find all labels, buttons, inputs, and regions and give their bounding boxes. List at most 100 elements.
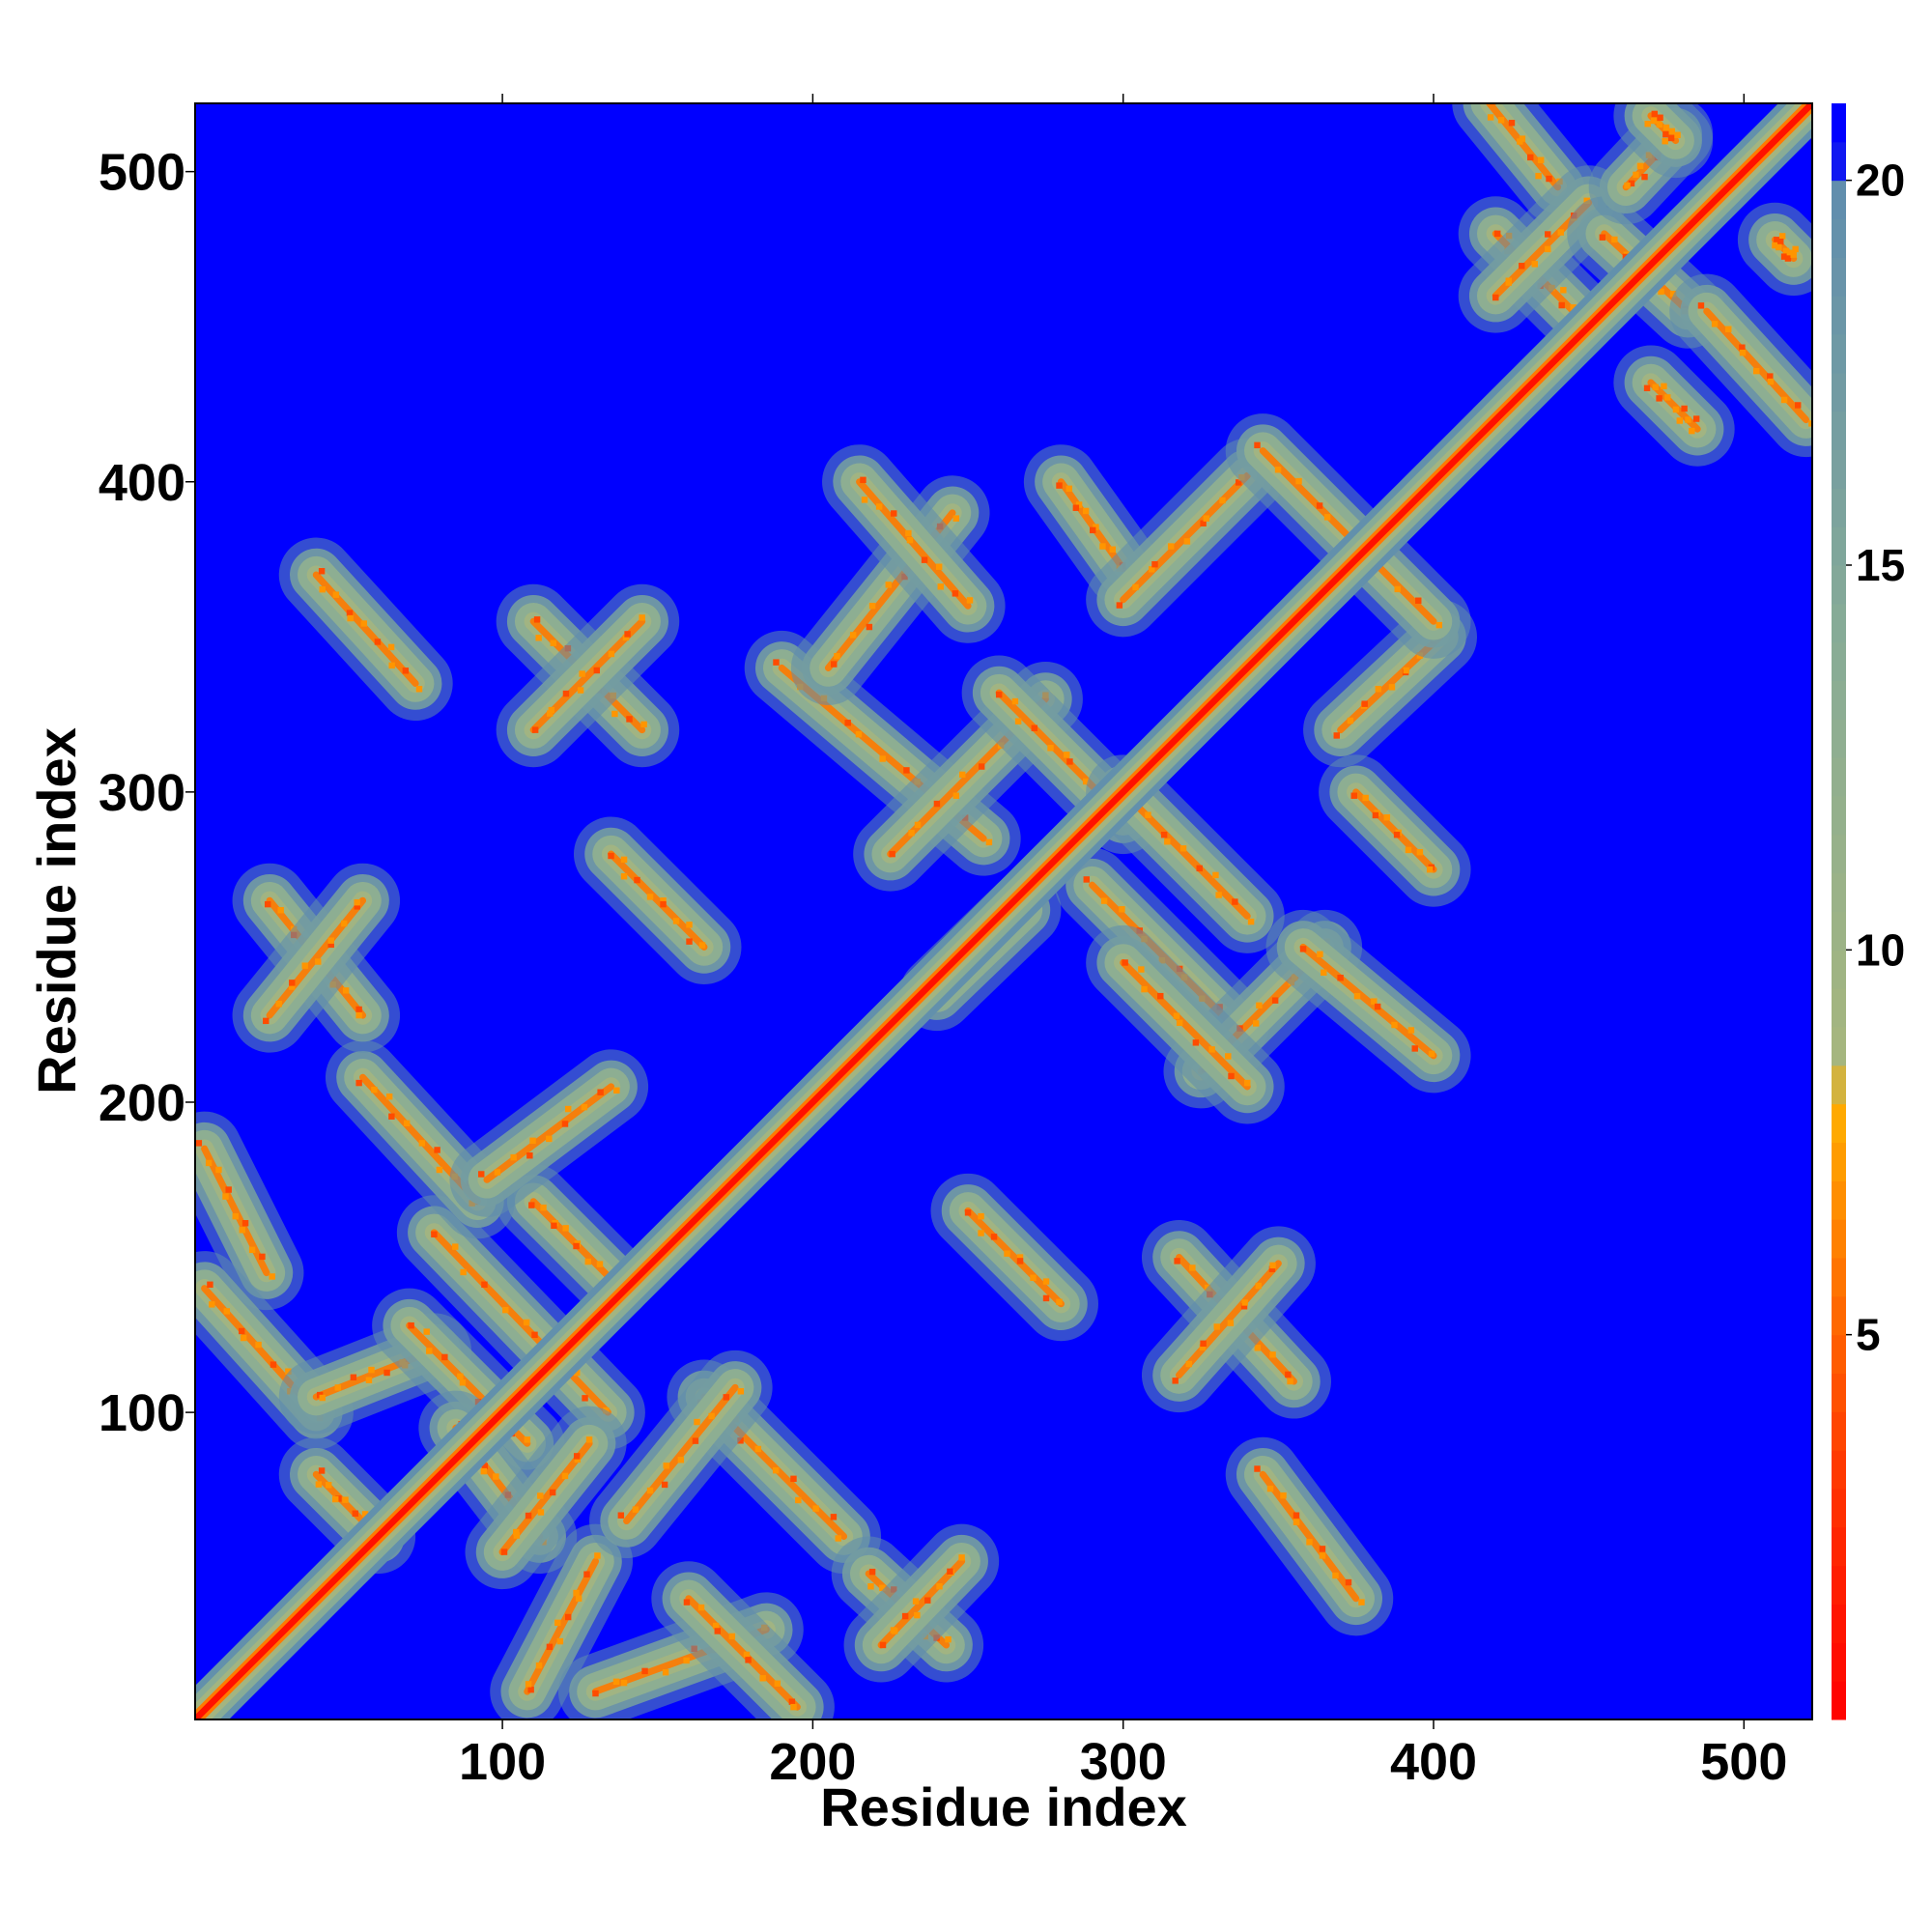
contact-feature-speck — [582, 1395, 588, 1402]
contact-feature — [930, 1173, 1098, 1342]
contact-feature-speck — [1082, 507, 1090, 515]
contact-feature-speck — [891, 510, 897, 517]
contact-feature-speck — [365, 1377, 373, 1383]
contact-feature-speck — [1285, 1371, 1292, 1378]
contact-feature-speck — [1219, 497, 1226, 504]
contact-feature-speck — [510, 1153, 517, 1161]
contact-feature-speck — [540, 1204, 547, 1211]
contact-feature-speck — [1689, 427, 1695, 435]
contact-feature-speck — [209, 1301, 215, 1308]
colorbar-segment — [1832, 334, 1846, 374]
contact-feature-speck — [259, 1253, 266, 1261]
contact-feature-speck — [958, 1554, 965, 1561]
diagonal-shell — [195, 103, 1812, 1719]
contact-feature-speck — [1681, 405, 1688, 412]
contact-feature-speck — [459, 1379, 467, 1386]
contact-feature-speck — [537, 1492, 544, 1499]
y-tick-label: 100 — [99, 1384, 185, 1442]
colorbar-segment — [1832, 1604, 1846, 1643]
contact-feature-speck — [384, 1369, 390, 1377]
contact-feature-speck — [524, 1436, 531, 1443]
contact-feature-speck — [662, 1668, 669, 1676]
colorbar-segment — [1832, 641, 1846, 681]
contact-feature-speck — [481, 1281, 488, 1289]
contact-feature-speck — [1353, 992, 1361, 1000]
contact-feature-speck — [325, 1482, 332, 1489]
contact-feature-shell — [524, 1557, 600, 1695]
contact-feature-speck — [1537, 156, 1545, 163]
contact-feature-speck — [868, 1568, 876, 1576]
contact-feature-speck — [1558, 301, 1565, 309]
contact-feature-speck — [374, 639, 382, 645]
contact-feature-speck — [1138, 966, 1145, 973]
contact-feature-speck — [1256, 1002, 1263, 1009]
x-tick-label: 500 — [1700, 1733, 1787, 1791]
contact-feature-speck — [238, 1327, 245, 1335]
contact-feature-speck — [562, 1225, 569, 1232]
contact-feature-speck — [575, 1595, 582, 1602]
contact-feature-speck — [426, 1348, 433, 1354]
contact-feature-speck — [620, 1679, 628, 1687]
contact-feature-speck — [523, 1319, 530, 1326]
contact-feature-speck — [611, 710, 618, 718]
contact-feature-speck — [480, 1467, 488, 1475]
contact-feature-speck — [646, 894, 654, 900]
contact-feature — [1613, 345, 1735, 467]
contact-feature-speck — [319, 1394, 326, 1402]
contact-feature-speck — [554, 1619, 561, 1627]
contact-feature-speck — [1611, 236, 1618, 243]
contact-feature-speck — [677, 1457, 685, 1463]
contact-feature-speck — [1337, 975, 1344, 981]
contact-feature-speck — [1487, 114, 1494, 121]
contact-feature-speck — [277, 907, 284, 914]
contact-feature-speck — [581, 1103, 588, 1111]
contact-feature-speck — [1212, 871, 1219, 879]
contact-feature — [1086, 924, 1285, 1124]
contact-feature-speck — [579, 670, 585, 677]
contact-feature-speck — [1780, 396, 1788, 404]
colorbar — [1832, 103, 1846, 1720]
contact-feature-speck — [947, 1568, 953, 1576]
contact-feature-speck — [1157, 992, 1164, 1000]
contact-feature-speck — [1065, 485, 1073, 493]
contact-feature-speck — [264, 900, 271, 908]
contact-feature-speck — [1240, 1303, 1248, 1310]
contact-feature-speck — [332, 1495, 339, 1503]
colorbar-segment — [1832, 1219, 1846, 1259]
contact-feature-speck — [834, 653, 840, 660]
contact-feature-speck — [1164, 838, 1171, 845]
contact-feature — [843, 1523, 1000, 1683]
contact-feature-speck — [1269, 1262, 1276, 1269]
colorbar-segment — [1832, 1565, 1846, 1605]
contact-feature-speck — [346, 610, 354, 616]
contact-feature-speck — [830, 1514, 838, 1520]
contact-feature-speck — [1227, 1320, 1235, 1326]
contact-feature-speck — [1268, 1265, 1276, 1272]
contact-feature-speck — [1271, 997, 1279, 1004]
contact-feature-speck — [1066, 758, 1073, 765]
contact-feature-speck — [1656, 395, 1662, 402]
contact-feature-speck — [1056, 1298, 1063, 1305]
contact-feature-speck — [772, 1466, 780, 1474]
contact-feature-speck — [990, 1234, 998, 1240]
contact-feature-speck — [985, 838, 993, 846]
contact-feature-speck — [1011, 697, 1019, 705]
contact-feature-speck — [355, 1011, 362, 1019]
contact-feature-speck — [1064, 752, 1070, 758]
colorbar-segment — [1832, 757, 1846, 797]
colorbar-segment — [1832, 1142, 1846, 1181]
contact-feature-speck — [354, 898, 360, 906]
contact-feature-speck — [232, 1212, 239, 1220]
contact-feature-speck — [551, 1222, 557, 1230]
contact-feature-speck — [550, 639, 556, 646]
contact-feature-speck — [526, 1152, 533, 1159]
contact-feature-speck — [683, 1599, 691, 1605]
x-tick-label: 100 — [459, 1733, 546, 1791]
contact-feature — [1319, 754, 1471, 907]
contact-feature-speck — [1560, 287, 1567, 294]
contact-feature-speck — [903, 767, 910, 774]
contact-feature-speck — [1505, 277, 1512, 284]
contact-feature-speck — [1031, 724, 1038, 731]
contact-feature-speck — [315, 958, 322, 965]
contact-feature-speck — [1570, 304, 1577, 311]
